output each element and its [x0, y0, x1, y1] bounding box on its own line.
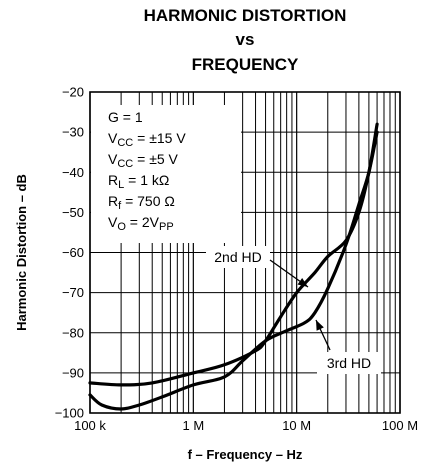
condition-line: VCC = ±5 V: [108, 151, 179, 170]
chart-title-line-3: FREQUENCY: [191, 55, 299, 74]
y-tick-label: −30: [62, 125, 84, 140]
plot-frame: [89, 91, 401, 414]
annotation-background: [206, 246, 270, 268]
x-tick-label: 100 M: [382, 418, 418, 433]
annotation-2nd-hd-label: 2nd HD: [214, 249, 261, 265]
conditions-background: [91, 105, 241, 243]
annotation-3rd-hd-label: 3rd HD: [327, 355, 371, 371]
condition-line: VCC = ±15 V: [108, 130, 186, 149]
x-tick-label: 10 M: [282, 418, 311, 433]
condition-line: Rf = 750 Ω: [108, 193, 175, 212]
y-tick-label: −80: [62, 325, 84, 340]
y-tick-label: −90: [62, 365, 84, 380]
x-tick-label: 1 M: [182, 418, 204, 433]
condition-line: VO = 2VPP: [108, 214, 174, 233]
series-line-3rd-hd: [88, 130, 379, 411]
y-axis-label: Harmonic Distortion – dB: [14, 174, 29, 331]
y-tick-label: −100: [55, 406, 84, 421]
plot-border: [89, 91, 401, 414]
annotation-arrowhead: [297, 277, 308, 287]
chart-title-line-1: HARMONIC DISTORTION: [143, 6, 347, 25]
y-tick-label: −40: [62, 165, 84, 180]
y-tick-label: −70: [62, 285, 84, 300]
condition-line: RL = 1 kΩ: [108, 172, 169, 191]
chart-title-line-2: vs: [235, 30, 255, 49]
y-tick-label: −20: [62, 85, 84, 100]
annotation-background: [317, 352, 381, 374]
series-line-2nd-hd: [88, 122, 379, 387]
annotation-layer: 2nd HD 3rd HD: [206, 246, 381, 374]
conditions-box: G = 1 VCC = ±15 V VCC = ±5 V RL = 1 kΩ Rf = …: [91, 105, 241, 243]
x-axis-label: f – Frequency – Hz: [188, 447, 303, 462]
x-tick-label: 100 k: [74, 418, 106, 433]
condition-line: G = 1: [108, 109, 143, 125]
y-tick-label: −50: [62, 205, 84, 220]
annotation-arrowhead: [316, 320, 324, 331]
y-tick-label: −60: [62, 245, 84, 260]
series-layer: [88, 122, 379, 411]
